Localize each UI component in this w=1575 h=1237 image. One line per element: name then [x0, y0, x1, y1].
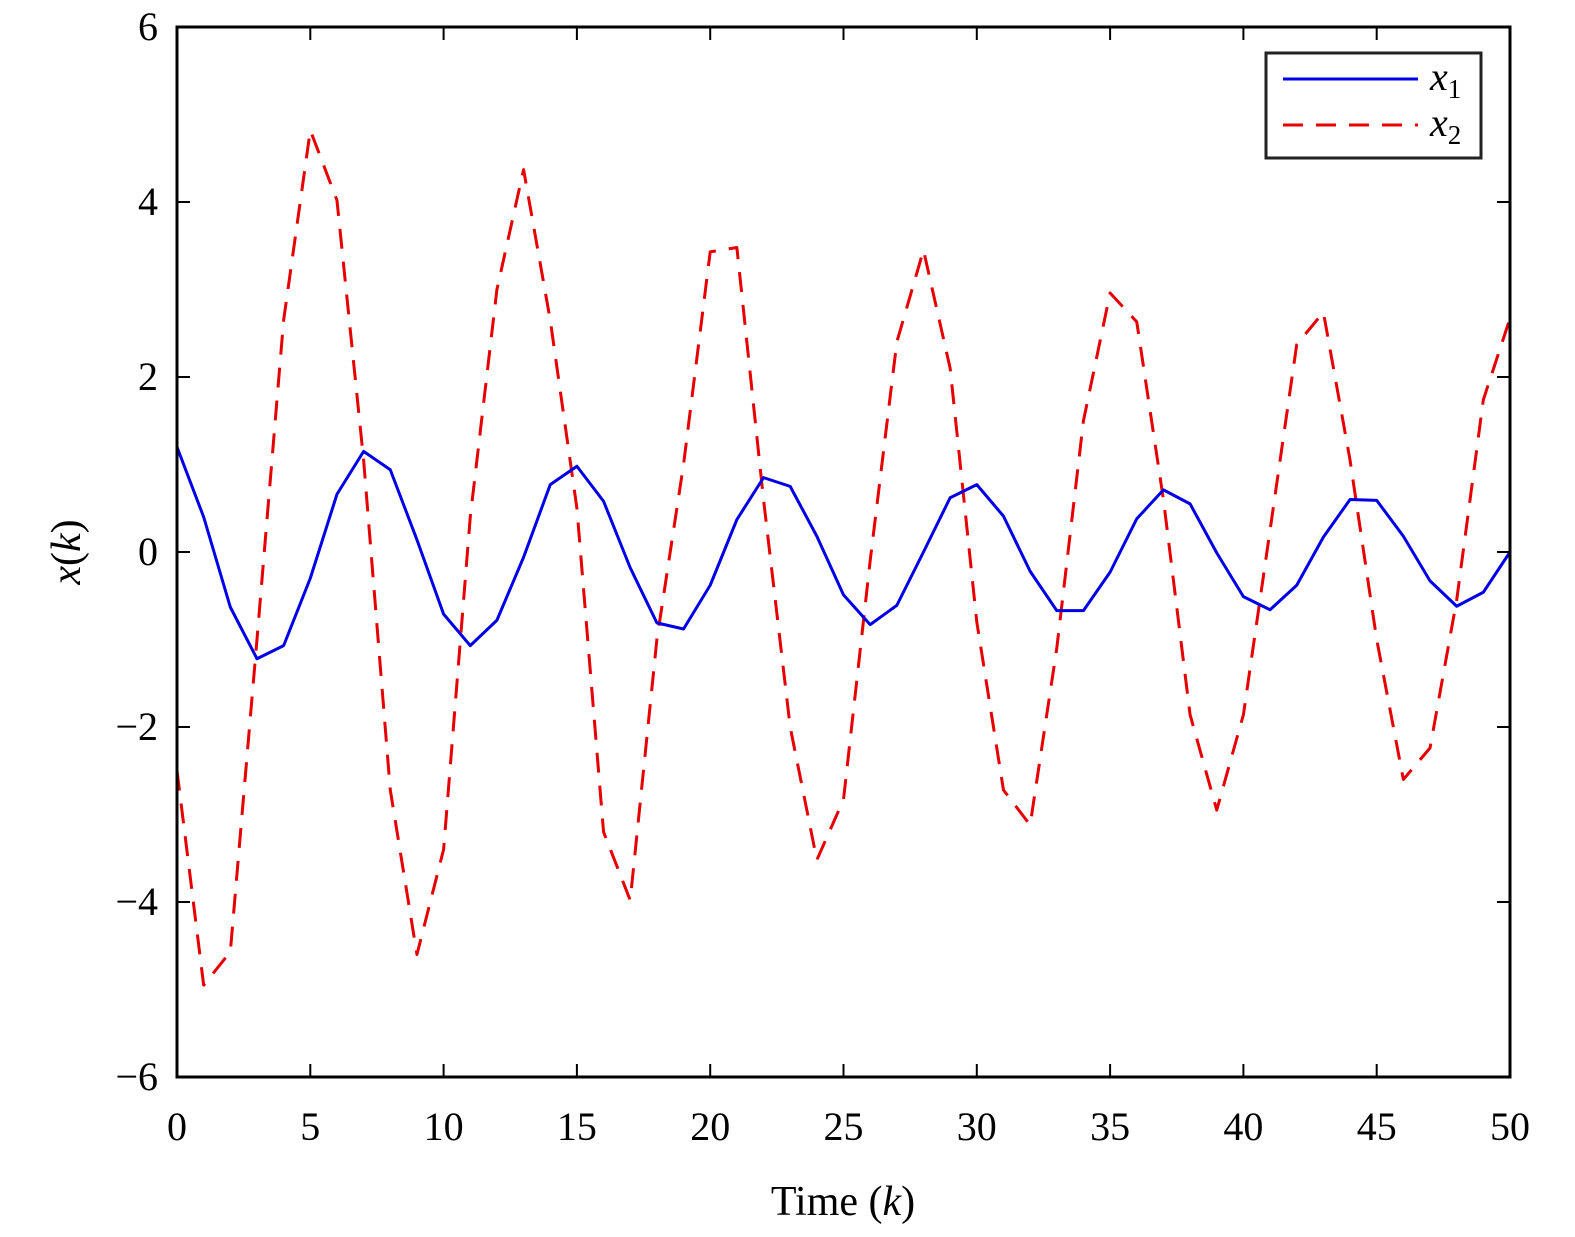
y-tick-labels: −6 −4 −2 0 2 4 6 [115, 4, 158, 1099]
legend-box [1264, 51, 1483, 160]
x-tick-label: 10 [424, 1104, 464, 1149]
x-tick-labels: 0 5 10 15 20 25 30 35 40 45 50 [167, 1104, 1530, 1149]
legend-label-x2: x2 [1429, 100, 1461, 150]
x-tick-label: 40 [1223, 1104, 1263, 1149]
legend-label-x1: x1 [1429, 54, 1461, 104]
legend: x1 x2 [1264, 51, 1483, 160]
x-tick-label: 45 [1357, 1104, 1397, 1149]
x-tick-label: 0 [167, 1104, 187, 1149]
x-tick-label: 35 [1090, 1104, 1130, 1149]
x-tick-label: 15 [557, 1104, 597, 1149]
plot-lines [175, 128, 1512, 987]
x-tick-label: 50 [1490, 1104, 1530, 1149]
y-axis-label: x(k) [44, 519, 90, 585]
plot-frame [175, 25, 1512, 1079]
x-tick-label: 30 [957, 1104, 997, 1149]
y-tick-label: 2 [138, 354, 158, 399]
y-tick-label: 4 [138, 179, 158, 224]
y-tick-label: 6 [138, 4, 158, 49]
series-line-x1 [175, 446, 1512, 661]
x-tick-label: 25 [824, 1104, 864, 1149]
y-tick-label: −2 [115, 704, 158, 749]
y-tick-label: −4 [115, 879, 158, 924]
x-axis-label: Time (k) [771, 1179, 915, 1225]
x-tick-label: 20 [690, 1104, 730, 1149]
axis-ticks [176, 26, 1511, 1078]
series-line-x2 [175, 128, 1512, 987]
y-tick-label: −6 [115, 1054, 158, 1099]
x-tick-label: 5 [300, 1104, 320, 1149]
y-tick-label: 0 [138, 529, 158, 574]
